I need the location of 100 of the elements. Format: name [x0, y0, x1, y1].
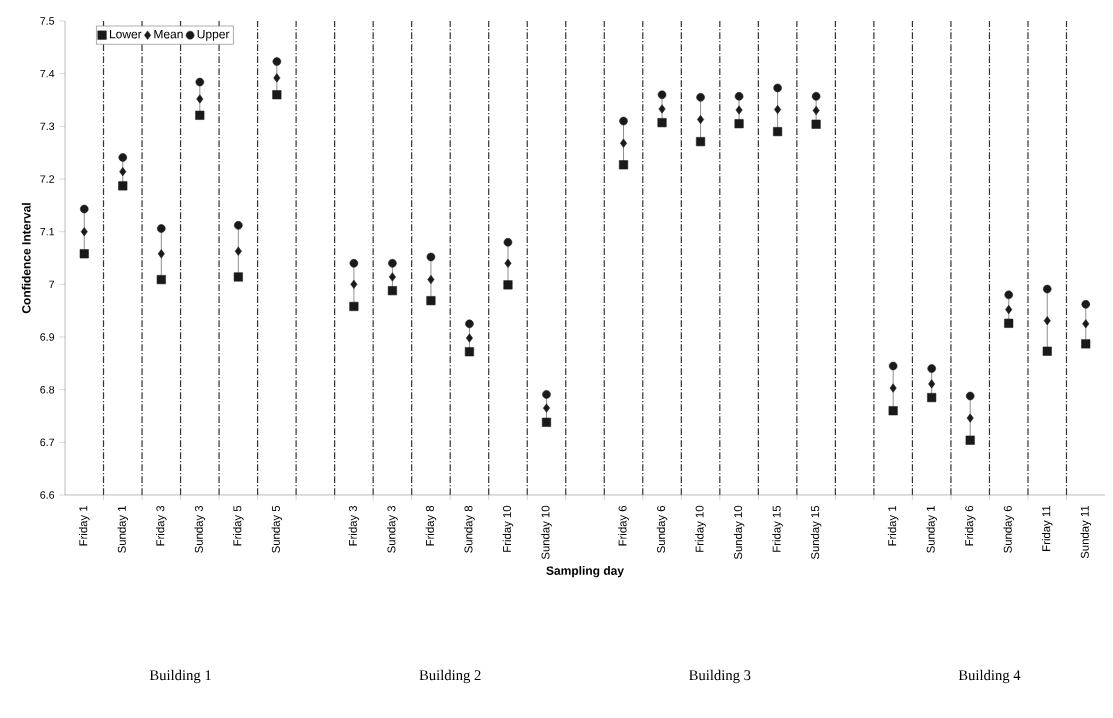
point — [696, 93, 705, 102]
point — [233, 272, 243, 282]
point — [1081, 339, 1091, 349]
point — [119, 167, 127, 177]
point — [773, 83, 782, 93]
point — [734, 92, 744, 101]
point — [196, 94, 204, 104]
point — [811, 119, 821, 129]
point — [543, 403, 550, 413]
point — [696, 137, 706, 147]
text: Building 3 — [689, 669, 751, 684]
point — [503, 237, 513, 247]
point — [927, 393, 937, 403]
point — [272, 57, 282, 66]
point — [657, 90, 667, 100]
point — [272, 90, 282, 100]
x-tick-label: Sunday 10 — [733, 505, 745, 560]
point — [811, 92, 821, 101]
point — [1042, 284, 1052, 294]
point — [1043, 316, 1051, 326]
x-tick-label: Sunday 11 — [1080, 505, 1092, 559]
y-tick-label: 6.8 — [40, 385, 55, 394]
point — [426, 252, 436, 262]
point — [350, 279, 358, 289]
x-tick-label: Sunday 15 — [810, 505, 822, 560]
point — [620, 138, 627, 148]
point — [774, 104, 782, 115]
point — [427, 275, 435, 285]
point — [1042, 346, 1052, 356]
legend-label: Lower — [109, 30, 142, 39]
x-tick-label: Sunday 1 — [117, 505, 129, 553]
text: Building 4 — [958, 669, 1021, 684]
x-tick-label: Friday 15 — [772, 505, 783, 552]
y-tick-label: 7.2 — [40, 175, 55, 183]
point — [812, 106, 820, 116]
x-tick-label: Friday 8 — [425, 505, 437, 546]
point — [541, 417, 552, 427]
point — [503, 280, 513, 290]
point — [965, 435, 975, 445]
point — [504, 258, 512, 268]
point — [349, 301, 359, 311]
y-tick-label: 7.4 — [40, 70, 55, 78]
x-tick-label: Friday 6 — [964, 505, 976, 546]
point — [464, 347, 474, 357]
y-tick-label: 6.9 — [40, 333, 55, 341]
x-tick-label: Friday 10 — [695, 505, 706, 552]
point — [234, 246, 242, 256]
point — [426, 296, 436, 306]
point — [888, 361, 898, 371]
point — [118, 181, 128, 191]
x-tick-label: Friday 3 — [348, 505, 360, 546]
point — [657, 118, 667, 128]
point — [1004, 318, 1014, 328]
x-tick-label: Sunday 6 — [656, 505, 668, 553]
y-axis-title: Confidence Interval — [21, 203, 31, 314]
x-tick-label: Friday 1 — [78, 505, 90, 546]
point — [79, 249, 89, 259]
point — [234, 221, 243, 230]
y-tick-label: 7 — [49, 280, 55, 289]
x-axis-title: Sampling day — [546, 566, 624, 578]
point — [1081, 300, 1091, 309]
point — [1082, 319, 1090, 329]
x-tick-label: Sunday 10 — [541, 505, 552, 560]
point — [888, 406, 898, 416]
point — [889, 383, 897, 393]
point — [465, 319, 474, 329]
point — [927, 364, 936, 373]
x-tick-label: Friday 10 — [502, 505, 514, 552]
point — [1005, 305, 1013, 315]
point — [388, 272, 396, 282]
text: Building 1 — [149, 669, 211, 684]
x-tick-label: Sunday 3 — [387, 505, 398, 553]
point — [465, 333, 473, 343]
x-tick-label: Sunday 8 — [464, 505, 475, 553]
y-tick-label: 6.6 — [40, 491, 55, 499]
point — [542, 390, 551, 399]
x-tick-label: Sunday 5 — [271, 505, 283, 553]
point — [156, 275, 166, 285]
point — [965, 391, 975, 401]
point — [619, 116, 628, 126]
point — [697, 114, 705, 125]
point — [388, 259, 397, 268]
y-tick-label: 7.3 — [40, 122, 55, 131]
point — [349, 259, 359, 268]
point — [658, 104, 666, 114]
point — [966, 413, 974, 423]
point — [79, 204, 89, 214]
text: Building 2 — [419, 669, 481, 684]
x-tick-label: Friday 1 — [887, 505, 899, 546]
point — [1004, 290, 1013, 300]
point — [387, 286, 397, 296]
x-tick-label: Friday 5 — [233, 505, 244, 546]
point — [618, 160, 629, 170]
point — [734, 119, 744, 129]
x-tick-label: Sunday 3 — [194, 505, 206, 553]
y-tick-label: 7.5 — [40, 17, 55, 25]
point — [735, 105, 743, 115]
y-tick-label: 7.1 — [40, 228, 55, 236]
point — [157, 249, 165, 259]
y-tick-label: 6.7 — [40, 438, 55, 447]
